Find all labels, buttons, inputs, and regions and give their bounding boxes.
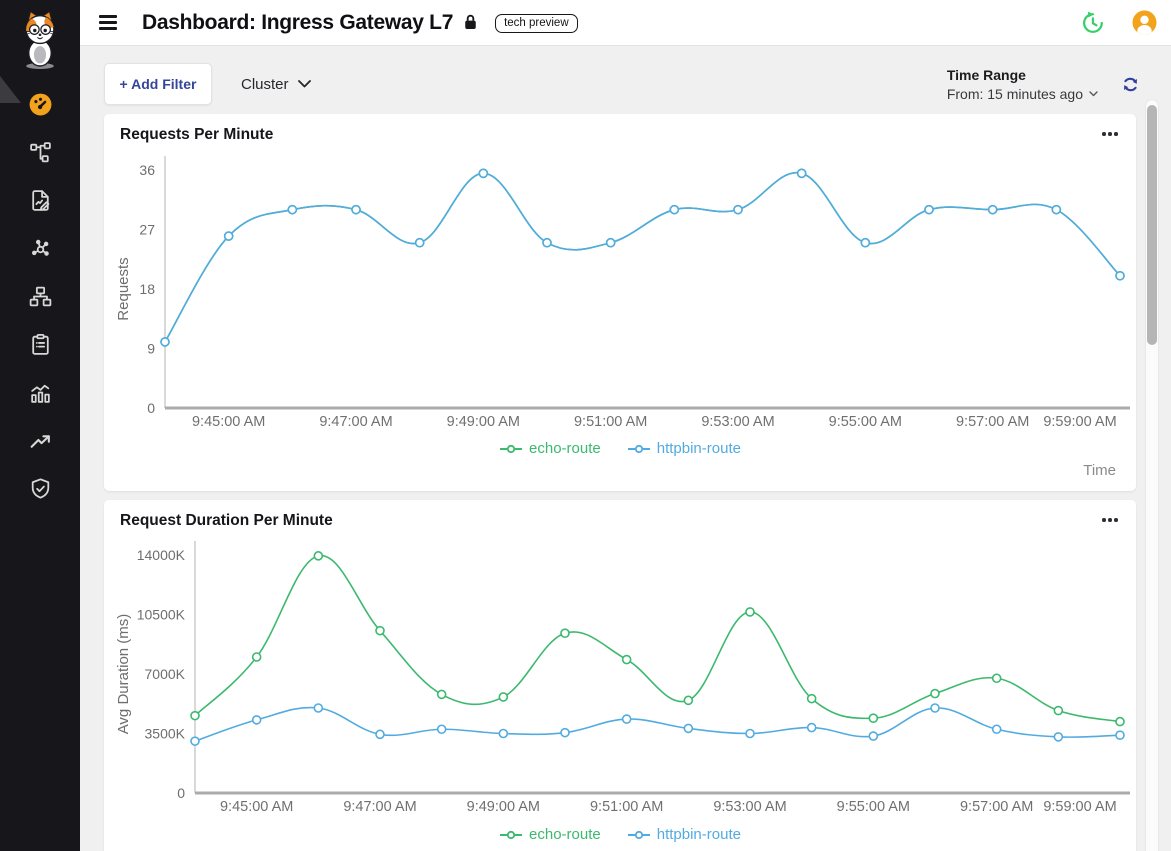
svg-text:9:47:00 AM: 9:47:00 AM: [319, 414, 392, 430]
sidebar-item-security[interactable]: [0, 464, 80, 512]
bar-chart-icon: [30, 384, 50, 403]
sidebar-item-topology[interactable]: [0, 128, 80, 176]
gauge-icon: [29, 93, 51, 115]
svg-text:9:59:00 AM: 9:59:00 AM: [1043, 799, 1116, 815]
cluster-dropdown[interactable]: Cluster: [241, 76, 311, 93]
user-avatar-icon: [1132, 10, 1157, 35]
legend-item-echo-route[interactable]: echo-route: [499, 826, 601, 843]
svg-text:9: 9: [147, 341, 155, 357]
chart-title: Requests Per Minute: [120, 126, 274, 143]
history-icon: [1083, 11, 1103, 33]
ellipsis-icon: [1102, 132, 1118, 136]
svg-text:9:45:00 AM: 9:45:00 AM: [192, 414, 265, 430]
legend-label: httpbin-route: [656, 826, 741, 843]
chevron-down-icon: [1089, 90, 1098, 96]
svg-text:9:55:00 AM: 9:55:00 AM: [829, 414, 902, 430]
topology-icon: [29, 141, 51, 162]
svg-text:9:55:00 AM: 9:55:00 AM: [837, 799, 910, 815]
page-title: Dashboard: Ingress Gateway L7: [142, 10, 454, 34]
panel-menu-button[interactable]: [1098, 514, 1122, 526]
chart-legend: echo-route httpbin-route: [104, 440, 1136, 457]
network-nodes-icon: [31, 239, 49, 256]
clipboard-list-icon: [31, 333, 49, 355]
duration-line-chart: 0 3500K 7000K 10500K 14000K 9:45:00 AM 9:47:00…: [115, 541, 1130, 815]
refresh-button[interactable]: [1121, 75, 1140, 94]
svg-text:18: 18: [139, 281, 155, 297]
legend-line-marker-icon: [627, 444, 650, 453]
svg-text:Requests: Requests: [115, 257, 132, 320]
time-range-value: From: 15 minutes ago: [946, 85, 1083, 102]
sidebar-item-policies[interactable]: [0, 176, 80, 224]
legend-item-echo-route[interactable]: echo-route: [499, 440, 601, 457]
x-axis-title: Time: [1083, 462, 1116, 479]
legend-label: echo-route: [529, 440, 601, 457]
cat-mascot-logo[interactable]: [14, 8, 66, 72]
time-range-label: Time Range: [946, 66, 1026, 83]
svg-text:36: 36: [139, 162, 155, 178]
requests-line-chart: 0 9 18 27 36 9:45:00 AM 9:47:00 AM 9:49:00 AM 9:…: [115, 156, 1130, 430]
svg-text:0: 0: [147, 400, 155, 416]
sidebar-item-services[interactable]: [0, 224, 80, 272]
svg-text:9:57:00 AM: 9:57:00 AM: [956, 414, 1029, 430]
svg-text:9:47:00 AM: 9:47:00 AM: [343, 799, 416, 815]
chart-title: Request Duration Per Minute: [120, 512, 333, 529]
sidebar-item-audit[interactable]: [0, 320, 80, 368]
tech-preview-badge: tech preview: [495, 13, 578, 33]
legend-line-marker-icon: [500, 444, 523, 453]
sidebar-item-dashboard[interactable]: [0, 80, 80, 128]
svg-text:9:59:00 AM: 9:59:00 AM: [1043, 414, 1116, 430]
filter-bar: + Add Filter Cluster Time Range From: 15…: [104, 63, 1140, 105]
svg-text:9:51:00 AM: 9:51:00 AM: [574, 414, 647, 430]
refresh-icon: [1124, 77, 1137, 91]
svg-text:9:49:00 AM: 9:49:00 AM: [467, 799, 540, 815]
ellipsis-icon: [1102, 518, 1118, 522]
chart-legend: echo-route httpbin-route: [104, 826, 1136, 843]
svg-text:9:53:00 AM: 9:53:00 AM: [701, 414, 774, 430]
svg-text:9:51:00 AM: 9:51:00 AM: [590, 799, 663, 815]
trending-up-icon: [30, 434, 50, 448]
sitemap-icon: [29, 286, 51, 306]
shield-check-icon: [31, 477, 49, 499]
sidebar-nav: [0, 80, 80, 512]
sidebar: [0, 0, 80, 851]
chart-panel-request-duration-per-minute: Request Duration Per Minute 0 3500K 7000K 1…: [104, 500, 1136, 851]
sidebar-item-trends[interactable]: [0, 416, 80, 464]
history-button[interactable]: [1079, 10, 1105, 36]
top-bar: Dashboard: Ingress Gateway L7 tech previ…: [80, 0, 1171, 46]
legend-label: httpbin-route: [656, 440, 741, 457]
sidebar-item-hierarchy[interactable]: [0, 272, 80, 320]
legend-line-marker-icon: [500, 830, 523, 839]
svg-text:9:57:00 AM: 9:57:00 AM: [960, 799, 1033, 815]
sidebar-item-metrics[interactable]: [0, 368, 80, 416]
legend-item-httpbin-route[interactable]: httpbin-route: [627, 826, 741, 843]
svg-text:10500K: 10500K: [137, 607, 186, 623]
svg-text:0: 0: [177, 785, 185, 801]
document-edit-icon: [31, 189, 49, 211]
svg-text:9:53:00 AM: 9:53:00 AM: [713, 799, 786, 815]
svg-text:27: 27: [139, 222, 155, 238]
time-range-dropdown[interactable]: Time Range From: 15 minutes ago: [947, 67, 1098, 102]
hamburger-menu-icon[interactable]: [97, 11, 119, 34]
sidebar-corner-wedge: [0, 76, 21, 103]
svg-text:Avg Duration (ms): Avg Duration (ms): [115, 614, 132, 735]
lock-icon: [463, 13, 478, 35]
add-filter-button[interactable]: + Add Filter: [104, 63, 212, 105]
chevron-down-icon: [297, 80, 311, 88]
svg-text:9:49:00 AM: 9:49:00 AM: [447, 414, 520, 430]
chart-panel-requests-per-minute: Requests Per Minute 0 9 18 27 36 9:45:00 AM 9:…: [104, 114, 1136, 491]
svg-text:9:45:00 AM: 9:45:00 AM: [220, 799, 293, 815]
legend-item-httpbin-route[interactable]: httpbin-route: [627, 440, 741, 457]
svg-text:7000K: 7000K: [145, 666, 186, 682]
svg-text:3500K: 3500K: [145, 726, 186, 742]
legend-line-marker-icon: [627, 830, 650, 839]
user-avatar[interactable]: [1132, 10, 1157, 35]
legend-label: echo-route: [529, 826, 601, 843]
page-scrollbar-thumb[interactable]: [1147, 105, 1157, 345]
cluster-dropdown-label: Cluster: [241, 75, 289, 93]
panel-menu-button[interactable]: [1098, 128, 1122, 140]
svg-text:14000K: 14000K: [137, 547, 186, 563]
